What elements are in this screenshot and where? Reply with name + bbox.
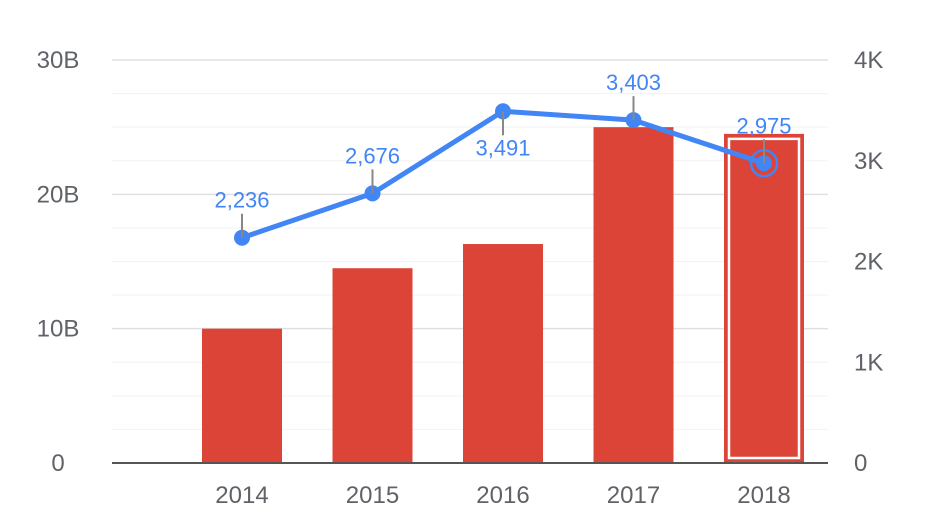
bar-2018[interactable] xyxy=(724,133,804,463)
category-label: 2017 xyxy=(607,482,660,509)
right-tick-label: 0 xyxy=(854,450,867,477)
category-label: 2014 xyxy=(215,482,268,509)
bar-2016[interactable] xyxy=(463,244,543,463)
line-series xyxy=(234,103,779,246)
left-tick-label: 20B xyxy=(37,181,80,208)
left-axis: 0 10B 20B 30B xyxy=(37,47,80,477)
line-data-labels: 2,236 2,676 3,491 3,403 2,975 xyxy=(214,70,792,238)
line-value-label: 2,975 xyxy=(736,113,791,138)
bar-series xyxy=(202,127,804,464)
left-tick-label: 10B xyxy=(37,316,80,343)
right-tick-label: 4K xyxy=(854,47,883,74)
right-tick-label: 3K xyxy=(854,148,883,175)
bar-2014[interactable] xyxy=(202,328,282,463)
right-tick-label: 2K xyxy=(854,249,883,276)
category-label: 2015 xyxy=(346,482,399,509)
bar-2015[interactable] xyxy=(332,268,413,463)
bar-highlight-outline xyxy=(727,137,801,460)
right-axis: 0 1K 2K 3K 4K xyxy=(854,47,883,477)
category-label: 2018 xyxy=(737,482,790,509)
left-tick-label: 0 xyxy=(51,450,64,477)
category-label: 2016 xyxy=(476,482,529,509)
right-tick-label: 1K xyxy=(854,349,883,376)
line-value-label: 3,403 xyxy=(606,70,661,95)
bar-2017[interactable] xyxy=(593,127,674,464)
line-value-label: 2,676 xyxy=(345,143,400,168)
line-value-label: 3,491 xyxy=(475,135,530,160)
x-axis-labels: 2014 2015 2016 2017 2018 xyxy=(215,482,790,509)
left-tick-label: 30B xyxy=(37,47,80,74)
line-value-label: 2,236 xyxy=(214,188,269,213)
